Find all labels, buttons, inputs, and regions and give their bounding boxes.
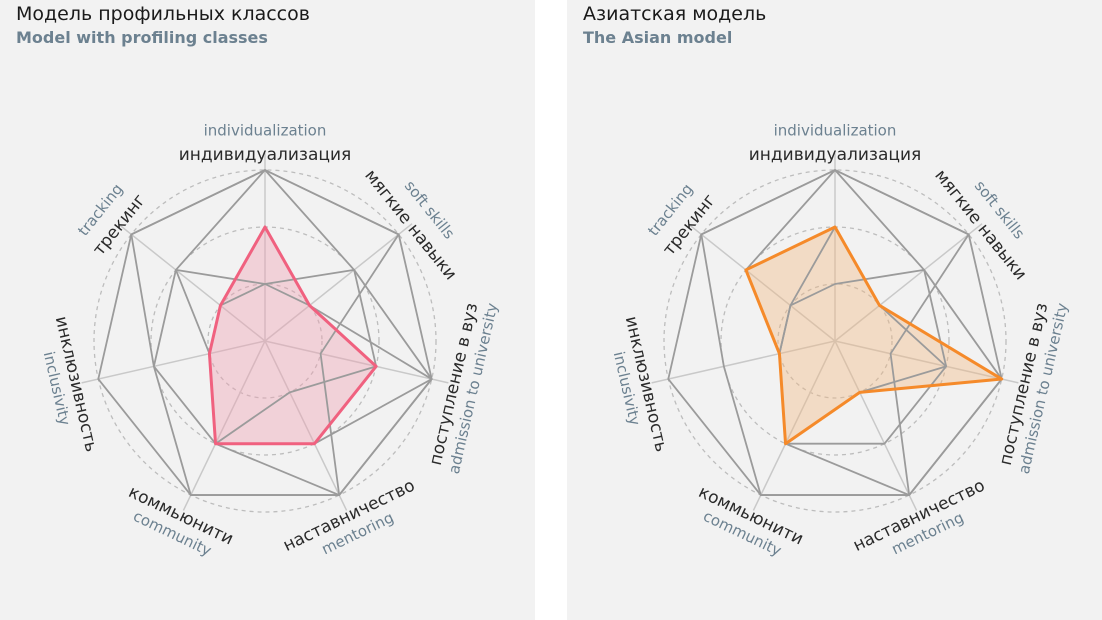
axis-line bbox=[834, 340, 1019, 384]
grid-circle-3 bbox=[663, 169, 1007, 513]
axis-line bbox=[182, 340, 266, 511]
axis-label-individualization-en: individualization bbox=[204, 122, 327, 140]
axis-line bbox=[81, 340, 266, 384]
comparison-series-3 bbox=[174, 169, 400, 496]
radar-chart: индивидуализацияindividualizationмягкие … bbox=[610, 122, 1072, 560]
grid-circle-1 bbox=[777, 283, 893, 399]
highlight-area bbox=[209, 227, 377, 444]
chart-subtitle: The Asian model bbox=[583, 28, 733, 47]
chart-panel-profiling-classes: Модель профильных классов Model with pro… bbox=[0, 0, 535, 620]
axis-line bbox=[117, 223, 266, 342]
highlight-series-line bbox=[744, 225, 1004, 446]
axis-line bbox=[752, 340, 836, 511]
chart-title: Азиатская модель bbox=[583, 3, 767, 25]
axis-line bbox=[834, 223, 983, 342]
axis-line bbox=[264, 223, 413, 342]
chart-panel-asian-model: Азиатская модель The Asian model индивид… bbox=[567, 0, 1102, 620]
grid-circle-1 bbox=[207, 283, 323, 399]
grid-circle-3 bbox=[93, 169, 437, 513]
axis-line bbox=[264, 340, 449, 384]
axis-label-individualization-ru: индивидуализация bbox=[749, 145, 921, 165]
axis-label-individualization-en: individualization bbox=[774, 122, 897, 140]
axis-line bbox=[834, 340, 918, 511]
axis-label-individualization-ru: индивидуализация bbox=[179, 145, 351, 165]
axis-line bbox=[264, 340, 348, 511]
axis-line bbox=[687, 223, 836, 342]
chart-title: Модель профильных классов bbox=[16, 3, 310, 25]
highlight-area bbox=[745, 227, 1002, 444]
chart-subtitle: Model with profiling classes bbox=[16, 28, 268, 47]
comparison-series-2 bbox=[700, 169, 1003, 496]
comparison-series-2 bbox=[130, 169, 433, 496]
comparison-series-5 bbox=[778, 226, 948, 445]
highlight-series-line bbox=[207, 225, 378, 446]
axis-line bbox=[651, 340, 836, 384]
radar-chart: индивидуализацияindividualizationмягкие … bbox=[40, 122, 502, 560]
